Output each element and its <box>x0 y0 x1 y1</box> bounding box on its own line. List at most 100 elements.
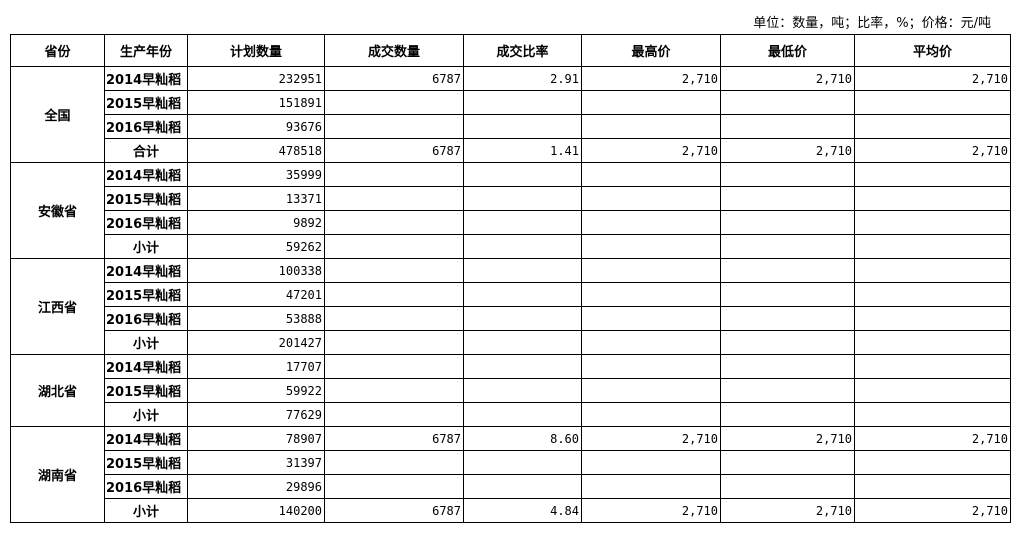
value-cell <box>720 114 855 139</box>
value-cell <box>854 354 1011 379</box>
table-row: 湖北省 2014早籼稻 17707 <box>10 354 1011 427</box>
value-cell <box>581 90 721 115</box>
value-cell: 47201 <box>187 282 325 307</box>
value-cell <box>720 234 855 259</box>
value-cell <box>463 330 582 355</box>
value-cell <box>581 114 721 139</box>
value-cell: 6787 <box>324 66 464 91</box>
unit-note: 单位：数量，吨；比率，%；价格：元/吨 <box>753 16 991 31</box>
value-cell <box>581 234 721 259</box>
value-cell: 6787 <box>324 498 464 523</box>
value-cell: 2,710 <box>581 138 721 163</box>
value-cell <box>720 402 855 427</box>
column-header: 计划数量 <box>187 34 325 67</box>
table-row: 小计 59262 <box>11 234 1011 259</box>
value-cell <box>854 114 1011 139</box>
value-cell <box>463 234 582 259</box>
value-cell <box>720 162 855 187</box>
value-cell: 9892 <box>187 210 325 235</box>
value-cell <box>581 378 721 403</box>
province-cell: 湖南省 <box>10 426 105 523</box>
value-cell <box>720 186 855 211</box>
value-cell <box>324 450 464 475</box>
value-cell: 17707 <box>187 354 325 379</box>
province-cell: 安徽省 <box>10 162 105 259</box>
year-cell: 合计 <box>104 138 188 163</box>
year-cell: 2014早籼稻 <box>104 426 188 451</box>
value-cell: 2,710 <box>581 66 721 91</box>
value-cell <box>720 90 855 115</box>
year-cell: 2015早籼稻 <box>104 186 188 211</box>
value-cell: 8.60 <box>463 426 582 451</box>
value-cell: 78907 <box>187 426 325 451</box>
value-cell <box>463 402 582 427</box>
value-cell <box>324 258 464 283</box>
value-cell <box>463 306 582 331</box>
table-row: 2016早籼稻 29896 <box>11 474 1011 499</box>
value-cell <box>463 114 582 139</box>
value-cell <box>463 162 582 187</box>
value-cell: 100338 <box>187 258 325 283</box>
column-header: 省份 <box>10 34 105 67</box>
value-cell: 2,710 <box>854 498 1011 523</box>
value-cell <box>581 306 721 331</box>
value-cell <box>581 258 721 283</box>
year-cell: 2015早籼稻 <box>104 378 188 403</box>
table-row: 2015早籼稻 13371 <box>11 186 1011 211</box>
table-row: 小计 77629 <box>11 402 1011 427</box>
value-cell: 31397 <box>187 450 325 475</box>
value-cell <box>854 282 1011 307</box>
value-cell <box>854 258 1011 283</box>
value-cell <box>581 282 721 307</box>
year-cell: 小计 <box>104 330 188 355</box>
value-cell <box>720 330 855 355</box>
value-cell <box>324 474 464 499</box>
value-cell: 2,710 <box>720 66 855 91</box>
value-cell <box>324 114 464 139</box>
value-cell: 140200 <box>187 498 325 523</box>
value-cell: 2,710 <box>581 426 721 451</box>
value-cell: 2,710 <box>854 138 1011 163</box>
table-row: 2016早籼稻 53888 <box>11 306 1011 331</box>
year-cell: 2014早籼稻 <box>104 66 188 91</box>
value-cell <box>720 258 855 283</box>
value-cell: 59262 <box>187 234 325 259</box>
value-cell: 35999 <box>187 162 325 187</box>
value-cell <box>854 234 1011 259</box>
value-cell <box>463 474 582 499</box>
year-cell: 2015早籼稻 <box>104 90 188 115</box>
value-cell <box>324 354 464 379</box>
year-cell: 小计 <box>104 402 188 427</box>
column-header: 成交比率 <box>463 34 582 67</box>
table-row: 2015早籼稻 47201 <box>11 282 1011 307</box>
province-cell: 江西省 <box>10 258 105 355</box>
value-cell <box>854 330 1011 355</box>
value-cell: 93676 <box>187 114 325 139</box>
table-row: 合计 478518 6787 1.41 2,710 2,710 2,710 <box>11 138 1011 163</box>
value-cell <box>324 330 464 355</box>
value-cell <box>720 306 855 331</box>
column-header: 平均价 <box>854 34 1011 67</box>
value-cell: 6787 <box>324 426 464 451</box>
table-row: 2016早籼稻 93676 <box>11 114 1011 139</box>
header-row: 省份 生产年份 计划数量 成交数量 成交比率 最高价 最低价 平均价 <box>10 34 1011 67</box>
value-cell <box>324 210 464 235</box>
value-cell <box>854 90 1011 115</box>
year-cell: 2016早籼稻 <box>104 210 188 235</box>
value-cell: 478518 <box>187 138 325 163</box>
table-row: 安徽省 2014早籼稻 35999 <box>10 162 1011 259</box>
table-row: 2015早籼稻 31397 <box>11 450 1011 475</box>
year-cell: 小计 <box>104 234 188 259</box>
table-row: 小计 140200 6787 4.84 2,710 2,710 2,710 <box>11 498 1011 523</box>
value-cell <box>324 234 464 259</box>
value-cell: 2,710 <box>854 426 1011 451</box>
value-cell <box>581 354 721 379</box>
year-cell: 2016早籼稻 <box>104 306 188 331</box>
table-row: 全国 2014早籼稻 232951 6787 2.91 2,710 2,710 2,710 <box>10 66 1011 163</box>
table-row: 2016早籼稻 9892 <box>11 210 1011 235</box>
value-cell: 2.91 <box>463 66 582 91</box>
table-row: 湖南省 2014早籼稻 78907 6787 8.60 2,710 2,710 2,710 <box>10 426 1011 523</box>
value-cell <box>854 306 1011 331</box>
value-cell: 2,710 <box>581 498 721 523</box>
value-cell: 232951 <box>187 66 325 91</box>
